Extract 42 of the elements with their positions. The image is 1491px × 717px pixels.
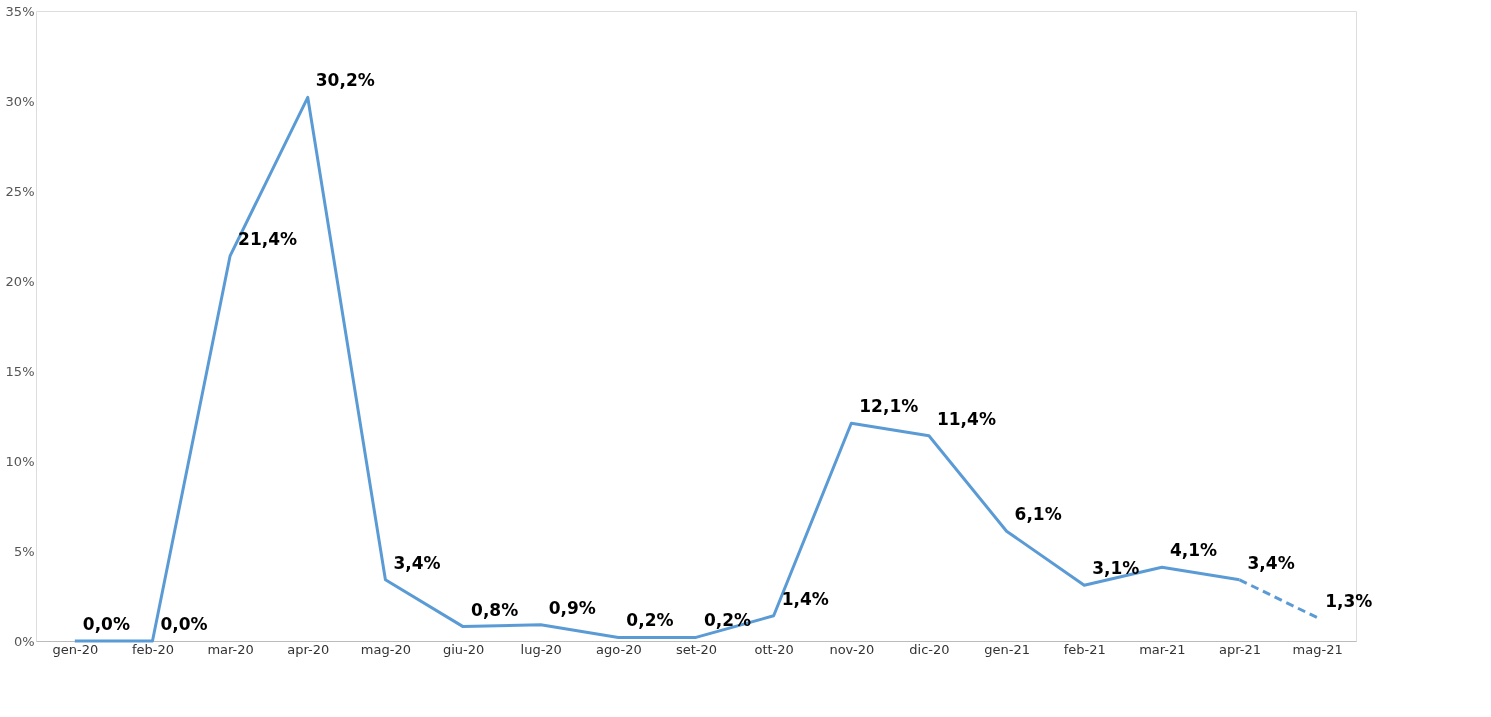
data-label: 0,8% — [471, 599, 519, 620]
x-tick-label: ott-20 — [754, 641, 794, 657]
y-tick-label: 30% — [5, 93, 35, 109]
data-label: 0,0% — [82, 614, 130, 634]
data-label: 3,4% — [1247, 552, 1295, 573]
y-tick-label: 15% — [5, 363, 35, 379]
x-tick-label: apr-21 — [1219, 641, 1262, 657]
y-tick-label: 5% — [13, 543, 35, 559]
data-label: 6,1% — [1014, 504, 1062, 525]
y-tick-label: 25% — [5, 183, 35, 199]
x-tick-label: ago-20 — [596, 641, 642, 657]
y-tick-label: 35% — [5, 3, 35, 19]
data-label: 21,4% — [238, 228, 298, 249]
data-label: 0,0% — [160, 614, 208, 634]
x-tick-label: mar-21 — [1139, 641, 1186, 657]
x-tick-label: lug-20 — [520, 641, 562, 657]
y-tick-label: 10% — [5, 453, 35, 469]
x-tick-label: nov-20 — [829, 641, 875, 657]
data-label: 30,2% — [315, 70, 375, 91]
data-label: 0,2% — [704, 610, 752, 631]
data-label: 1,3% — [1325, 590, 1373, 611]
x-tick-label: mar-20 — [207, 641, 254, 657]
data-label: 12,1% — [859, 396, 919, 417]
x-tick-label: apr-20 — [287, 641, 330, 657]
data-label: 0,2% — [626, 610, 674, 631]
x-tick-label: mag-21 — [1292, 641, 1343, 657]
x-tick-label: set-20 — [675, 641, 718, 657]
x-tick-label: mag-20 — [360, 641, 411, 657]
data-label: 11,4% — [936, 408, 996, 429]
x-tick-label: gen-21 — [984, 641, 1030, 657]
data-label: 4,1% — [1169, 540, 1218, 561]
y-tick-label: 0% — [13, 633, 35, 649]
x-tick-label: feb-21 — [1063, 641, 1106, 657]
x-tick-label: dic-20 — [909, 641, 950, 657]
data-label: 3,1% — [1092, 558, 1140, 579]
x-tick-label: gen-20 — [52, 641, 99, 657]
data-label: 0,9% — [548, 597, 596, 618]
y-tick-label: 20% — [5, 273, 35, 289]
data-label: 1,4% — [781, 588, 829, 609]
data-label: 3,4% — [393, 552, 441, 573]
x-tick-label: feb-20 — [131, 641, 174, 657]
x-tick-label: giu-20 — [442, 641, 485, 657]
